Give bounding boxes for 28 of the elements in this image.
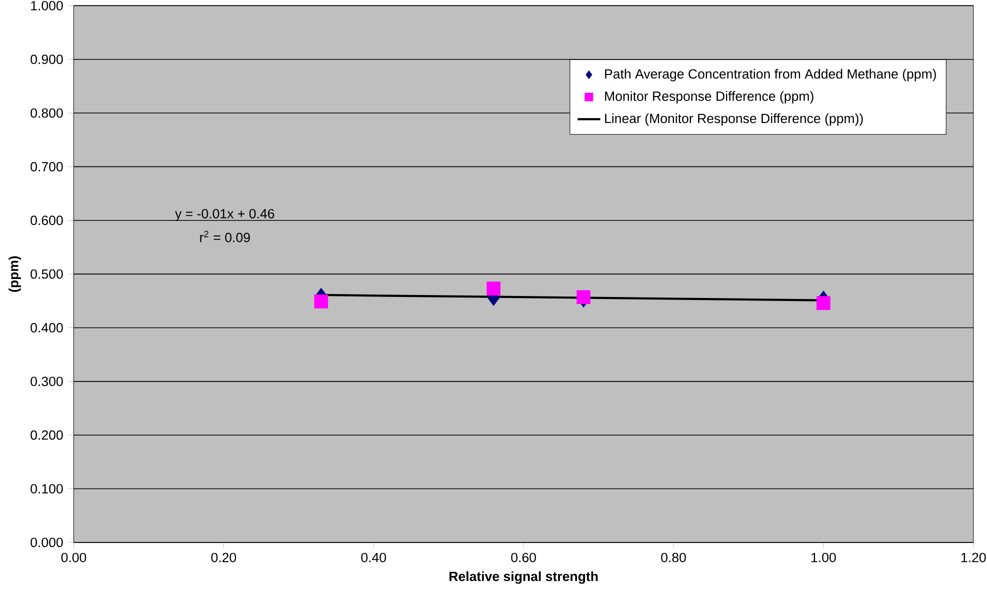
point: [816, 296, 830, 310]
y-tick-label: 0.100: [30, 484, 63, 494]
y-tick-label: 0.800: [30, 108, 63, 118]
y-axis-title: (ppm): [8, 256, 21, 292]
legend-label: Linear (Monitor Response Difference (ppm)): [605, 114, 863, 126]
x-tick-label: 0.20: [211, 553, 236, 562]
point: [314, 294, 328, 309]
point: [486, 282, 500, 296]
x-tick-label: 0.80: [661, 553, 686, 562]
y-tick-label: 0.000: [30, 538, 63, 548]
x-axis-title: Relative signal strength: [450, 572, 598, 584]
legend-label: Monitor Response Difference (ppm): [605, 91, 814, 104]
y-tick-label: 1.000: [31, 1, 63, 11]
y-tick-label: 0.200: [30, 430, 63, 440]
x-tick-label: 0.60: [511, 553, 536, 562]
y-tick-label: 0.300: [30, 376, 63, 386]
y-tick-label: 0.400: [30, 323, 63, 333]
y-tick-label: 0.500: [30, 270, 63, 279]
annotation: r$^{2}$ = 0.09: [200, 230, 250, 242]
x-tick-label: 1.20: [961, 553, 986, 562]
legend-label: Path Average Concentration from Added Methane (ppm): [605, 69, 936, 82]
y-tick-label: 0.600: [30, 216, 63, 226]
y-tick-label: 0.900: [30, 54, 63, 64]
x-tick-label: 0.00: [61, 553, 86, 562]
point: [576, 290, 590, 304]
x-tick-label: 1.00: [812, 553, 836, 562]
y-tick-label: 0.700: [30, 162, 63, 172]
x-tick-label: 0.40: [361, 553, 386, 562]
